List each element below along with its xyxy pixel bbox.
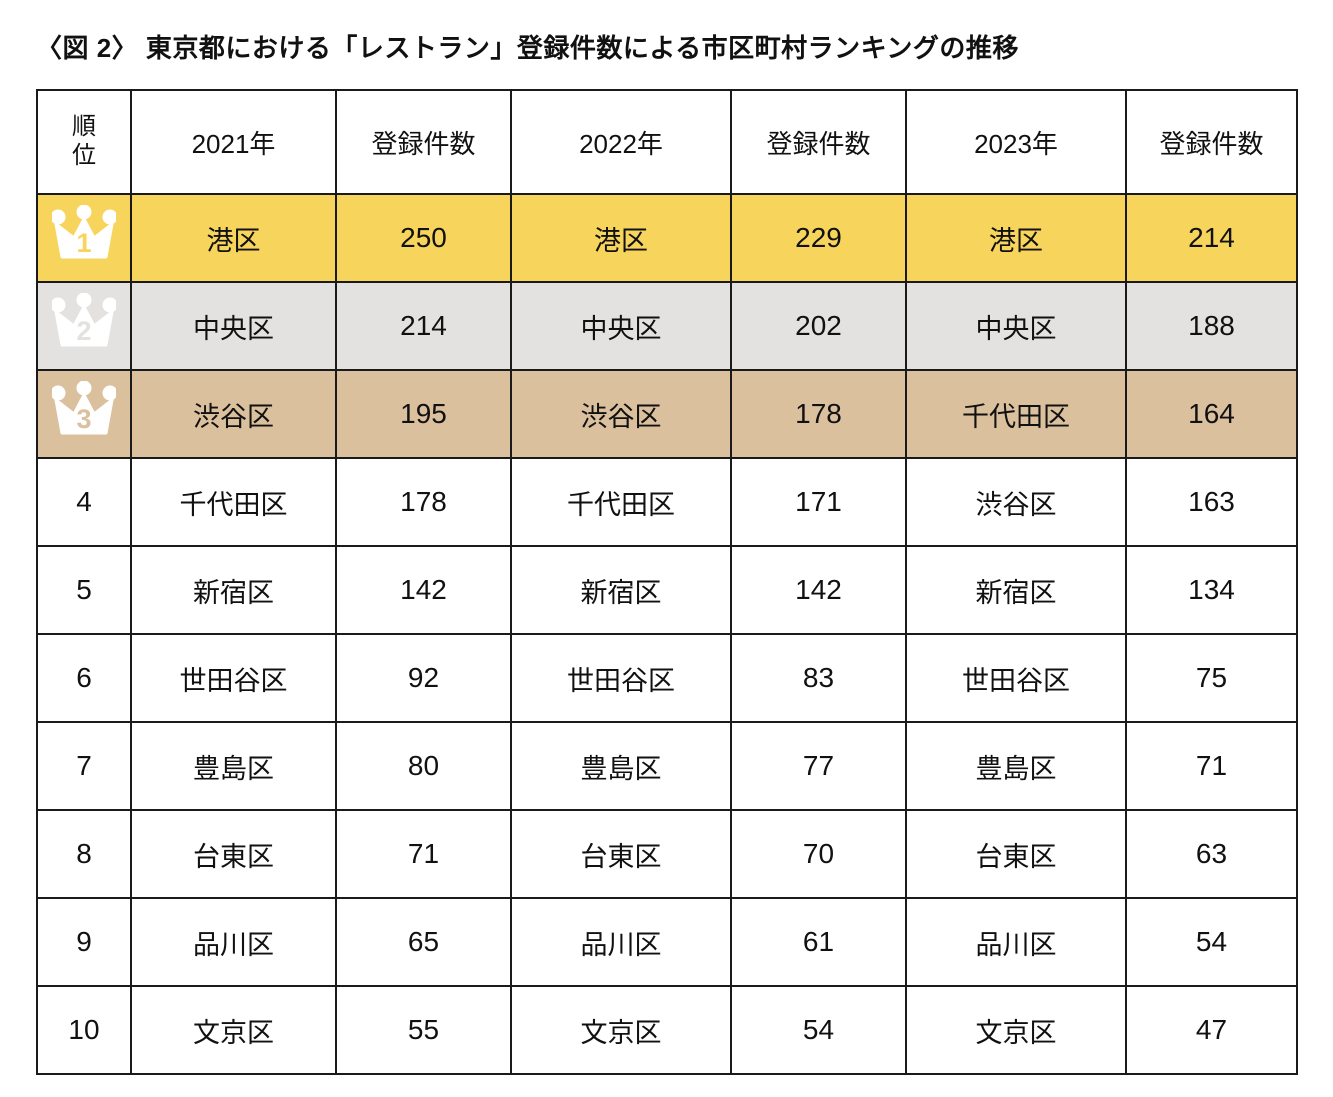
count-cell: 61 — [730, 897, 907, 987]
count-cell: 250 — [335, 193, 512, 283]
table-row-rank9: 9 品川区 65 品川区 61 品川区 54 — [36, 897, 1298, 987]
count-cell: 77 — [730, 721, 907, 811]
ward-cell: 新宿区 — [130, 545, 337, 635]
count-cell: 214 — [335, 281, 512, 371]
count-cell: 188 — [1125, 281, 1298, 371]
count-cell: 63 — [1125, 809, 1298, 899]
count-cell: 195 — [335, 369, 512, 459]
count-cell: 65 — [335, 897, 512, 987]
rank-cell: 1 — [36, 193, 132, 283]
ward-cell: 文京区 — [905, 985, 1127, 1075]
header-row: 順位 2021年 登録件数 2022年 登録件数 2023年 登録件数 — [36, 89, 1298, 195]
crown-gold-icon: 1 — [50, 204, 118, 265]
rank-number: 1 — [76, 228, 91, 258]
ward-cell: 港区 — [130, 193, 337, 283]
rank-cell: 7 — [36, 721, 132, 811]
ward-cell: 中央区 — [130, 281, 337, 371]
ward-cell: 港区 — [510, 193, 732, 283]
header-rank-label: 順位 — [72, 113, 96, 169]
count-cell: 75 — [1125, 633, 1298, 723]
count-cell: 71 — [1125, 721, 1298, 811]
rank-cell: 2 — [36, 281, 132, 371]
table-row-rank5: 5 新宿区 142 新宿区 142 新宿区 134 — [36, 545, 1298, 635]
count-cell: 163 — [1125, 457, 1298, 547]
rank-number: 2 — [76, 316, 91, 346]
count-cell: 54 — [1125, 897, 1298, 987]
count-cell: 70 — [730, 809, 907, 899]
count-cell: 55 — [335, 985, 512, 1075]
rank-cell: 3 — [36, 369, 132, 459]
header-year-2021: 2021年 — [130, 89, 337, 195]
ward-cell: 品川区 — [905, 897, 1127, 987]
table-row-rank1: 1 港区 250 港区 229 港区 214 — [36, 193, 1298, 283]
ward-cell: 台東区 — [905, 809, 1127, 899]
ward-cell: 渋谷区 — [130, 369, 337, 459]
count-cell: 134 — [1125, 545, 1298, 635]
ward-cell: 台東区 — [130, 809, 337, 899]
count-cell: 214 — [1125, 193, 1298, 283]
ranking-table: 順位 2021年 登録件数 2022年 登録件数 2023年 登録件数 — [36, 89, 1298, 1075]
ward-cell: 渋谷区 — [905, 457, 1127, 547]
rank-cell: 10 — [36, 985, 132, 1075]
ward-cell: 中央区 — [510, 281, 732, 371]
count-cell: 83 — [730, 633, 907, 723]
crown-bronze-icon: 3 — [50, 380, 118, 441]
rank-cell: 8 — [36, 809, 132, 899]
header-rank: 順位 — [36, 89, 132, 195]
ward-cell: 千代田区 — [130, 457, 337, 547]
count-cell: 171 — [730, 457, 907, 547]
header-year-2022: 2022年 — [510, 89, 732, 195]
count-cell: 178 — [335, 457, 512, 547]
crown-silver-icon: 2 — [50, 292, 118, 353]
ward-cell: 文京区 — [510, 985, 732, 1075]
rank-number: 3 — [76, 404, 91, 434]
count-cell: 178 — [730, 369, 907, 459]
count-cell: 54 — [730, 985, 907, 1075]
count-cell: 92 — [335, 633, 512, 723]
header-count-2022: 登録件数 — [730, 89, 907, 195]
count-cell: 229 — [730, 193, 907, 283]
ward-cell: 千代田区 — [905, 369, 1127, 459]
ward-cell: 中央区 — [905, 281, 1127, 371]
table-row-rank8: 8 台東区 71 台東区 70 台東区 63 — [36, 809, 1298, 899]
count-cell: 47 — [1125, 985, 1298, 1075]
header-count-2023: 登録件数 — [1125, 89, 1298, 195]
table-row-rank2: 2 中央区 214 中央区 202 中央区 188 — [36, 281, 1298, 371]
ward-cell: 新宿区 — [905, 545, 1127, 635]
ward-cell: 世田谷区 — [130, 633, 337, 723]
header-count-2021: 登録件数 — [335, 89, 512, 195]
count-cell: 142 — [335, 545, 512, 635]
rank-cell: 4 — [36, 457, 132, 547]
ward-cell: 文京区 — [130, 985, 337, 1075]
ward-cell: 千代田区 — [510, 457, 732, 547]
table-row-rank4: 4 千代田区 178 千代田区 171 渋谷区 163 — [36, 457, 1298, 547]
ward-cell: 品川区 — [510, 897, 732, 987]
count-cell: 202 — [730, 281, 907, 371]
table-row-rank6: 6 世田谷区 92 世田谷区 83 世田谷区 75 — [36, 633, 1298, 723]
count-cell: 71 — [335, 809, 512, 899]
ward-cell: 世田谷区 — [905, 633, 1127, 723]
ward-cell: 渋谷区 — [510, 369, 732, 459]
ward-cell: 品川区 — [130, 897, 337, 987]
ward-cell: 豊島区 — [130, 721, 337, 811]
ward-cell: 豊島区 — [905, 721, 1127, 811]
count-cell: 80 — [335, 721, 512, 811]
rank-cell: 6 — [36, 633, 132, 723]
table-row-rank7: 7 豊島区 80 豊島区 77 豊島区 71 — [36, 721, 1298, 811]
ward-cell: 豊島区 — [510, 721, 732, 811]
count-cell: 164 — [1125, 369, 1298, 459]
ward-cell: 港区 — [905, 193, 1127, 283]
count-cell: 142 — [730, 545, 907, 635]
rank-cell: 9 — [36, 897, 132, 987]
table-row-rank3: 3 渋谷区 195 渋谷区 178 千代田区 164 — [36, 369, 1298, 459]
figure-title: 〈図 2〉 東京都における「レストラン」登録件数による市区町村ランキングの推移 — [36, 33, 1019, 63]
header-year-2023: 2023年 — [905, 89, 1127, 195]
ward-cell: 新宿区 — [510, 545, 732, 635]
table-row-rank10: 10 文京区 55 文京区 54 文京区 47 — [36, 985, 1298, 1075]
rank-cell: 5 — [36, 545, 132, 635]
ward-cell: 世田谷区 — [510, 633, 732, 723]
ward-cell: 台東区 — [510, 809, 732, 899]
